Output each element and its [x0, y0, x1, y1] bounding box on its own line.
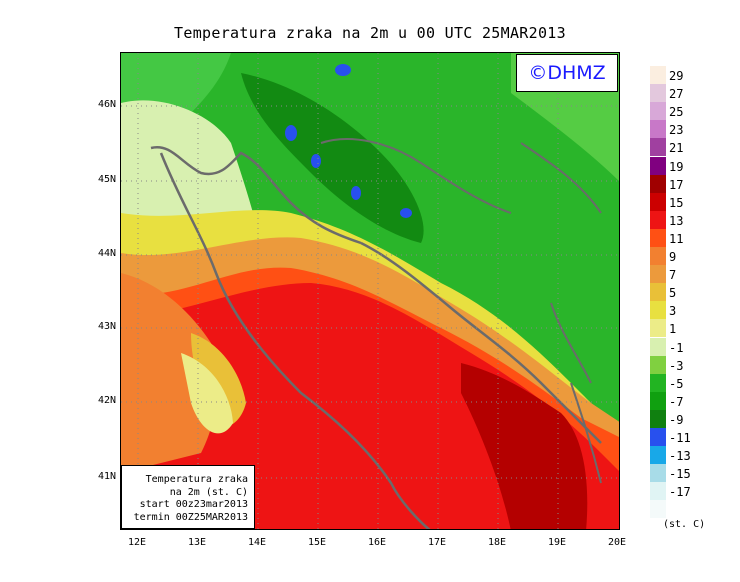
legend-swatch: [650, 66, 666, 85]
info-box: Temperatura zraka na 2m (st. C) start 00…: [121, 465, 255, 529]
lon-label-16e: 16E: [367, 537, 387, 548]
legend-label: 13: [669, 213, 684, 228]
legend-label: 1: [669, 322, 677, 337]
legend-label: 25: [669, 105, 684, 120]
lon-label-18e: 18E: [487, 537, 507, 548]
legend-label: 9: [669, 250, 677, 264]
legend-label: -7: [669, 394, 684, 409]
lon-label-15e: 15E: [307, 537, 327, 548]
legend-label: -1: [669, 340, 684, 355]
lon-label-12e: 12E: [127, 537, 147, 548]
legend-label: 11: [669, 231, 684, 246]
legend-swatch: [650, 156, 666, 175]
legend-swatch: [650, 210, 666, 229]
legend-swatch: [650, 337, 666, 356]
lon-label-17e: 17E: [427, 537, 447, 548]
lat-label-46n: 46N: [97, 99, 116, 110]
legend-swatch: [650, 265, 666, 284]
legend-swatch: [650, 464, 666, 483]
lat-label-41n: 41N: [97, 471, 116, 482]
legend-swatch: [650, 391, 666, 410]
legend-label: -17: [669, 485, 691, 500]
lon-label-19e: 19E: [547, 537, 567, 548]
legend-label: -5: [669, 376, 684, 391]
legend-swatch: [650, 373, 666, 392]
legend-swatch: [650, 174, 666, 193]
info-line-units: na 2m (st. C): [169, 486, 248, 498]
info-line-start: start 00z23mar2013: [139, 499, 248, 510]
lon-label-14e: 14E: [247, 537, 267, 548]
legend-swatch: [650, 446, 666, 465]
legend-label: 29: [669, 69, 684, 83]
legend-label: 17: [669, 177, 684, 192]
legend-units: (st. C): [663, 519, 706, 530]
lat-label-42n: 42N: [97, 395, 116, 406]
legend-label: -3: [669, 358, 684, 373]
legend-label: 19: [669, 159, 684, 174]
legend-label: 21: [669, 141, 684, 156]
legend-swatch: [650, 283, 666, 302]
lat-label-43n: 43N: [97, 321, 116, 332]
legend-swatch: [650, 247, 666, 266]
legend-label: 7: [669, 268, 677, 283]
legend-swatch: [650, 192, 666, 211]
legend-swatch: [650, 102, 666, 121]
legend-swatch: [650, 138, 666, 157]
legend-label: 27: [669, 87, 684, 102]
legend-swatch: [650, 301, 666, 320]
info-line-termin: termin 00Z25MAR2013: [133, 511, 248, 523]
legend-swatch: [650, 428, 666, 447]
map-title: Temperatura zraka na 2m u 00 UTC 25MAR20…: [174, 24, 566, 42]
legend-label: -9: [669, 412, 684, 427]
legend-label: 5: [669, 286, 677, 301]
legend-label: 23: [669, 123, 684, 138]
info-line-variable: Temperatura zraka: [145, 474, 248, 485]
temperature-map: [120, 52, 620, 530]
legend-swatch: [650, 500, 666, 519]
legend-label: -11: [669, 431, 691, 445]
legend-swatch: [650, 84, 666, 103]
legend-label: 15: [669, 195, 684, 210]
legend-label: -13: [669, 449, 691, 464]
lon-label-20e: 20E: [607, 537, 627, 548]
lat-label-45n: 45N: [97, 174, 116, 185]
lon-label-13e: 13E: [187, 537, 207, 548]
legend-label: 3: [669, 304, 677, 319]
legend-label: -15: [669, 467, 691, 482]
dhmz-logo: ©DHMZ: [516, 54, 618, 92]
legend-swatch: [650, 409, 666, 428]
legend-swatch: [650, 319, 666, 338]
legend-swatch: [650, 355, 666, 374]
legend-swatch: [650, 482, 666, 501]
legend-swatch: [650, 120, 666, 139]
lat-label-44n: 44N: [97, 248, 116, 259]
legend-swatch: [650, 228, 666, 247]
